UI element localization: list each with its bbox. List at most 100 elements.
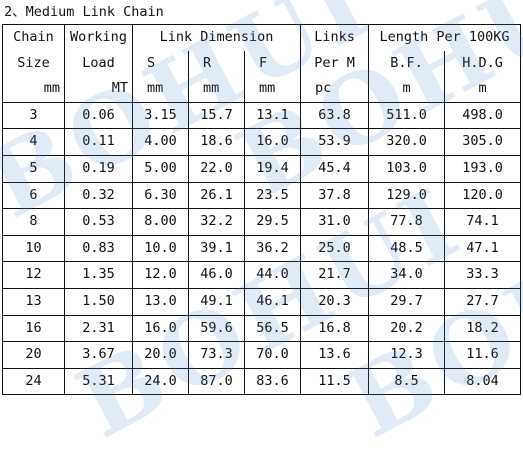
- cell-dimension-s: 24.0: [132, 367, 189, 396]
- cell-links-per-m: 20.3: [300, 287, 370, 316]
- cell-dimension-f: 23.5: [243, 181, 302, 210]
- unit-hdg: m: [444, 76, 522, 103]
- header-r: R: [188, 50, 245, 77]
- cell-dimension-r: 46.0: [188, 261, 245, 289]
- cell-dimension-s: 5.00: [132, 154, 189, 183]
- cell-length-hdg: 74.1: [444, 208, 522, 236]
- cell-working-load: 0.19: [64, 154, 133, 183]
- cell-chain-size: 10: [2, 234, 65, 263]
- cell-dimension-f: 46.1: [243, 287, 302, 316]
- cell-dimension-s: 10.0: [132, 234, 189, 263]
- header-length-per-100kg: Length Per 100KG: [368, 23, 522, 51]
- table-row: 24 5.31 24.0 87.0 83.6 11.5 8.5 8.04: [2, 367, 522, 396]
- cell-dimension-r: 22.0: [188, 154, 245, 183]
- cell-links-per-m: 45.4: [300, 154, 370, 183]
- cell-dimension-r: 15.7: [188, 101, 245, 130]
- cell-length-bf: 12.3: [368, 341, 446, 369]
- cell-dimension-f: 44.0: [243, 261, 302, 289]
- header-per-m: Per M: [300, 50, 370, 77]
- table-row: 5 0.19 5.00 22.0 19.4 45.4 103.0 193.0: [2, 154, 522, 183]
- cell-dimension-r: 73.3: [188, 341, 245, 369]
- cell-chain-size: 4: [2, 128, 65, 156]
- table-caption: 2、Medium Link Chain: [4, 4, 164, 20]
- cell-length-hdg: 193.0: [444, 154, 522, 183]
- cell-dimension-s: 8.00: [132, 208, 189, 236]
- cell-links-per-m: 31.0: [300, 208, 370, 236]
- cell-dimension-f: 19.4: [243, 154, 302, 183]
- cell-working-load: 0.11: [64, 128, 133, 156]
- header-s: S: [132, 50, 189, 77]
- cell-dimension-r: 26.1: [188, 181, 245, 210]
- header-units-row: mm MT mm mm mm pc m m: [2, 76, 522, 103]
- cell-working-load: 0.53: [64, 208, 133, 236]
- unit-s: mm: [132, 76, 189, 103]
- unit-load: MT: [64, 76, 133, 103]
- cell-length-hdg: 47.1: [444, 234, 522, 263]
- cell-length-bf: 129.0: [368, 181, 446, 210]
- cell-working-load: 0.83: [64, 234, 133, 263]
- cell-chain-size: 13: [2, 287, 65, 316]
- unit-size: mm: [2, 76, 65, 103]
- cell-length-bf: 77.8: [368, 208, 446, 236]
- table-row: 10 0.83 10.0 39.1 36.2 25.0 48.5 47.1: [2, 234, 522, 263]
- cell-working-load: 3.67: [64, 341, 133, 369]
- table-row: 6 0.32 6.30 26.1 23.5 37.8 129.0 120.0: [2, 181, 522, 210]
- cell-length-hdg: 120.0: [444, 181, 522, 210]
- header-bf: B.F.: [368, 50, 446, 77]
- cell-dimension-s: 12.0: [132, 261, 189, 289]
- cell-dimension-r: 59.6: [188, 314, 245, 343]
- cell-dimension-r: 32.2: [188, 208, 245, 236]
- cell-working-load: 0.32: [64, 181, 133, 210]
- header-row-2: Size Load S R F Per M B.F. H.D.G: [2, 50, 522, 77]
- header-link-dimension: Link Dimension: [131, 23, 302, 51]
- table-body: 3 0.06 3.15 15.7 13.1 63.8 511.0 498.0 4 0.11 4.00…: [2, 101, 522, 396]
- header-load: Load: [64, 50, 133, 77]
- table-row: 13 1.50 13.0 49.1 46.1 20.3 29.7 27.7: [2, 287, 522, 316]
- table-header: Chain Working Link Dimension Links Lengt…: [2, 23, 522, 103]
- cell-chain-size: 8: [2, 208, 65, 236]
- header-working: Working: [64, 23, 133, 51]
- cell-links-per-m: 53.9: [300, 128, 370, 156]
- unit-r: mm: [188, 76, 245, 103]
- cell-working-load: 2.31: [64, 314, 133, 343]
- cell-length-bf: 103.0: [368, 154, 446, 183]
- table-row: 3 0.06 3.15 15.7 13.1 63.8 511.0 498.0: [2, 101, 522, 130]
- cell-chain-size: 24: [2, 367, 65, 396]
- cell-dimension-f: 13.1: [243, 101, 302, 130]
- table-row: 20 3.67 20.0 73.3 70.0 13.6 12.3 11.6: [2, 341, 522, 369]
- cell-dimension-s: 20.0: [132, 341, 189, 369]
- cell-length-hdg: 8.04: [444, 367, 522, 396]
- cell-dimension-s: 4.00: [132, 128, 189, 156]
- table-row: 16 2.31 16.0 59.6 56.5 16.8 20.2 18.2: [2, 314, 522, 343]
- cell-links-per-m: 37.8: [300, 181, 370, 210]
- cell-length-hdg: 18.2: [444, 314, 522, 343]
- cell-links-per-m: 63.8: [300, 101, 370, 130]
- cell-links-per-m: 13.6: [300, 341, 370, 369]
- cell-length-bf: 34.0: [368, 261, 446, 289]
- cell-dimension-r: 39.1: [188, 234, 245, 263]
- cell-chain-size: 6: [2, 181, 65, 210]
- cell-length-hdg: 27.7: [444, 287, 522, 316]
- cell-working-load: 0.06: [64, 101, 133, 130]
- cell-dimension-f: 70.0: [243, 341, 302, 369]
- cell-chain-size: 16: [2, 314, 65, 343]
- cell-length-hdg: 498.0: [444, 101, 522, 130]
- cell-length-bf: 29.7: [368, 287, 446, 316]
- table-row: 8 0.53 8.00 32.2 29.5 31.0 77.8 74.1: [2, 208, 522, 236]
- cell-length-hdg: 11.6: [444, 341, 522, 369]
- cell-dimension-r: 49.1: [188, 287, 245, 316]
- cell-dimension-s: 13.0: [132, 287, 189, 316]
- cell-dimension-f: 16.0: [243, 128, 302, 156]
- table-row: 4 0.11 4.00 18.6 16.0 53.9 320.0 305.0: [2, 128, 522, 156]
- cell-length-hdg: 33.3: [444, 261, 522, 289]
- cell-dimension-s: 3.15: [132, 101, 189, 130]
- cell-working-load: 1.35: [64, 261, 133, 289]
- unit-links: pc: [300, 76, 370, 103]
- cell-working-load: 5.31: [64, 367, 133, 396]
- cell-links-per-m: 11.5: [300, 367, 370, 396]
- unit-bf: m: [368, 76, 446, 103]
- cell-links-per-m: 21.7: [300, 261, 370, 289]
- cell-dimension-r: 87.0: [188, 367, 245, 396]
- chain-spec-table: Chain Working Link Dimension Links Lengt…: [2, 23, 522, 396]
